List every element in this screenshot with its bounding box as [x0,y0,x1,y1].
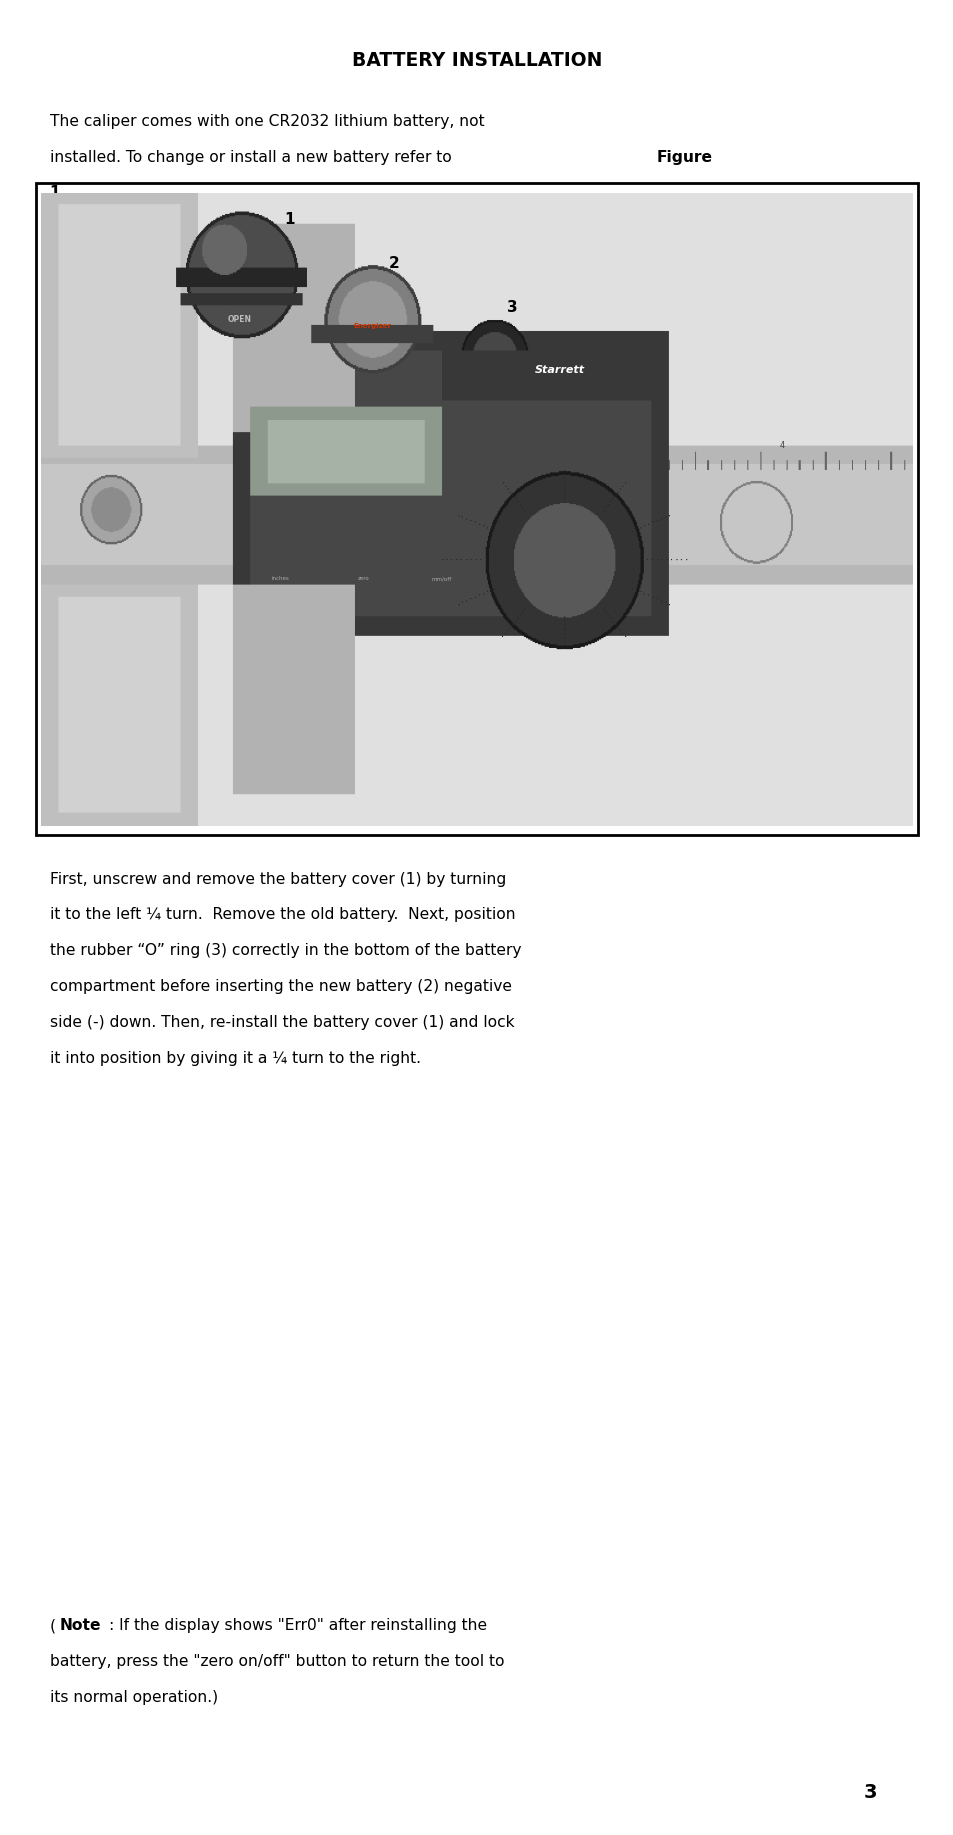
Text: First, unscrew and remove the battery cover (1) by turning: First, unscrew and remove the battery co… [50,872,505,886]
Text: BATTERY INSTALLATION: BATTERY INSTALLATION [352,51,601,70]
Text: side (-) down. Then, re-install the battery cover (1) and lock: side (-) down. Then, re-install the batt… [50,1015,514,1029]
Text: mm/off: mm/off [432,576,452,582]
Text: inches: inches [272,576,290,582]
Text: The caliper comes with one CR2032 lithium battery, not: The caliper comes with one CR2032 lithiu… [50,114,484,128]
Text: compartment before inserting the new battery (2) negative: compartment before inserting the new bat… [50,980,511,995]
Text: OPEN: OPEN [228,316,252,323]
Text: : If the display shows "Err0" after reinstalling the: : If the display shows "Err0" after rein… [109,1618,486,1633]
Text: 2: 2 [389,255,399,272]
Text: 1: 1 [284,211,294,228]
Text: it to the left ¼ turn.  Remove the old battery.  Next, position: it to the left ¼ turn. Remove the old ba… [50,906,515,923]
Text: 3: 3 [863,1784,877,1802]
Text: its normal operation.): its normal operation.) [50,1690,217,1705]
Text: 4: 4 [779,442,784,450]
Bar [36,184,917,835]
Text: 1.: 1. [50,185,67,200]
Text: (: ( [50,1618,55,1633]
Text: the rubber “O” ring (3) correctly in the bottom of the battery: the rubber “O” ring (3) correctly in the… [50,943,520,958]
Text: 3: 3 [506,301,517,316]
Text: Note: Note [60,1618,102,1633]
Text: Energizer: Energizer [353,323,391,328]
Text: Figure: Figure [656,150,712,165]
Text: battery, press the "zero on/off" button to return the tool to: battery, press the "zero on/off" button … [50,1655,503,1670]
Text: installed. To change or install a new battery refer to: installed. To change or install a new ba… [50,150,456,165]
Text: Starrett: Starrett [535,365,584,374]
Text: it into position by giving it a ¼ turn to the right.: it into position by giving it a ¼ turn t… [50,1050,420,1066]
Text: zero: zero [357,576,369,582]
Text: Fig. 1: Fig. 1 [732,782,784,798]
